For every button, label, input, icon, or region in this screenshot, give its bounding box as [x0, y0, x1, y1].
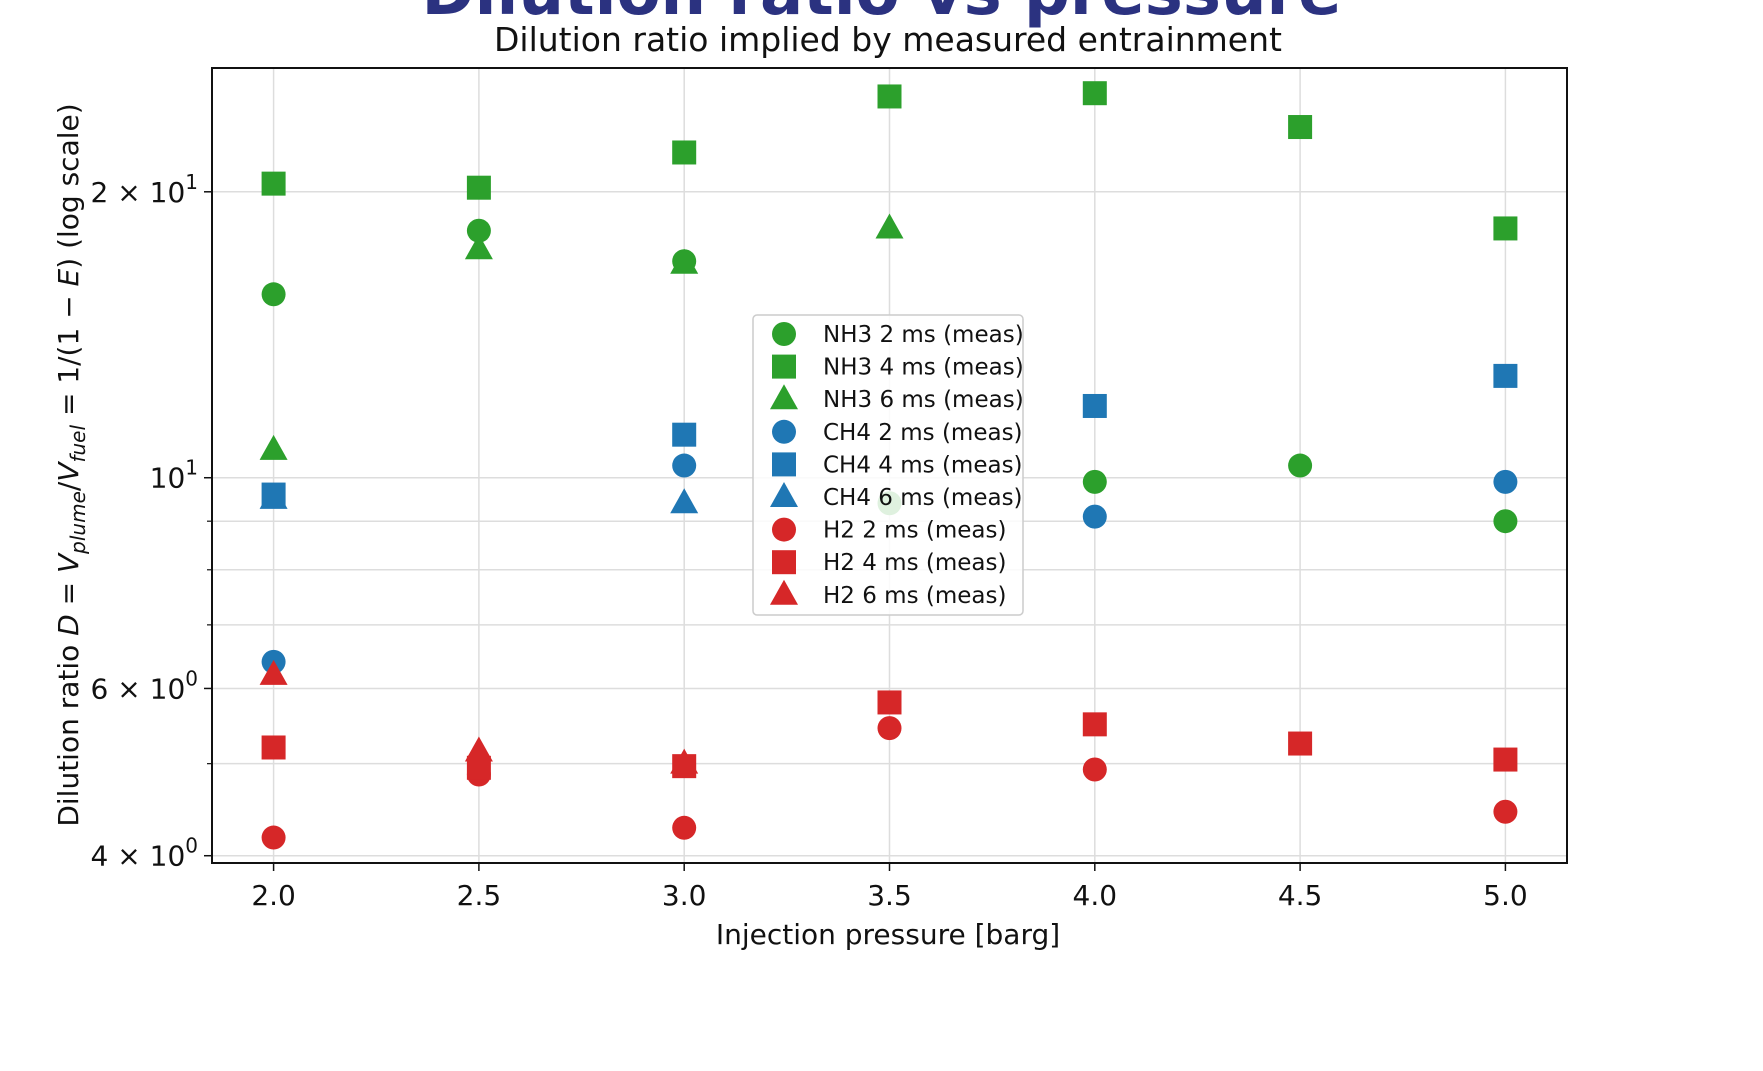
data-point-triangle	[259, 483, 288, 509]
data-point-triangle	[875, 213, 904, 239]
legend-marker	[772, 517, 796, 542]
y-label-prefix: Dilution ratio	[52, 636, 85, 827]
data-point-square	[877, 690, 902, 715]
legend-marker	[772, 419, 796, 444]
legend-label: H2 2 ms (meas)	[823, 518, 1006, 544]
legend-marker	[770, 482, 798, 507]
data-point-square	[466, 175, 491, 200]
data-point-square	[877, 84, 902, 109]
series-nh3-square	[261, 81, 1518, 241]
y-tick-exponent: 0	[185, 666, 198, 690]
data-point-square	[1493, 216, 1518, 241]
legend-label: CH4 6 ms (meas)	[823, 485, 1023, 511]
data-point-square	[261, 171, 286, 196]
y-axis-label: Dilution ratio D = Vplume/Vfuel = 1/(1 −…	[52, 103, 90, 826]
y-tick-exponent: 1	[185, 456, 198, 480]
banner-title: Dilution ratio vs pressure	[0, 0, 1763, 30]
data-point-triangle	[670, 248, 699, 274]
legend-marker	[772, 550, 796, 575]
data-point-circle	[466, 218, 491, 243]
legend-marker	[772, 452, 796, 477]
x-tick-label: 4.0	[1073, 879, 1118, 912]
data-point-circle	[1493, 469, 1518, 494]
legend-label: CH4 4 ms (meas)	[823, 452, 1023, 478]
y-label-v1: V	[52, 552, 85, 573]
data-point-square	[1082, 712, 1107, 737]
legend-label: CH4 2 ms (meas)	[823, 420, 1023, 446]
data-point-circle	[1082, 469, 1107, 494]
legend-box	[752, 314, 1024, 616]
x-tick-label: 3.5	[867, 879, 912, 912]
legend-marker	[772, 354, 796, 379]
y-tick-exponent: 1	[185, 170, 198, 194]
data-point-square	[1082, 81, 1107, 106]
data-point-circle	[1288, 453, 1313, 478]
data-point-square	[1288, 115, 1313, 140]
data-point-triangle	[464, 234, 493, 260]
data-point-square	[672, 140, 697, 165]
data-point-triangle	[259, 659, 288, 685]
legend-label: NH3 4 ms (meas)	[823, 355, 1024, 381]
x-tick-label: 3.0	[662, 879, 707, 912]
x-axis-ticks: 2.0 2.5 3.0 3.5 4.0 4.5 5.0	[251, 863, 1528, 912]
series-ch4-triangle	[259, 483, 699, 514]
legend-label: H2 6 ms (meas)	[823, 583, 1006, 609]
legend-marker	[772, 322, 796, 346]
x-axis-label: Injection pressure [barg]	[716, 918, 1060, 951]
data-point-circle	[1082, 504, 1107, 529]
data-point-triangle	[670, 748, 699, 774]
y-label-sub-plume: plume	[66, 491, 90, 555]
data-point-circle	[1493, 509, 1518, 534]
legend-label: NH3 6 ms (meas)	[823, 387, 1024, 413]
x-tick-label: 5.0	[1483, 879, 1528, 912]
series-h2-triangle	[259, 659, 699, 774]
data-point-square	[1288, 731, 1313, 756]
legend-label: NH3 2 ms (meas)	[823, 322, 1024, 348]
legend-marker	[770, 579, 798, 605]
data-point-square	[261, 735, 286, 760]
data-point-triangle	[464, 736, 493, 762]
data-point-circle	[1082, 757, 1107, 782]
series-nh3-triangle	[259, 213, 904, 460]
chart-title: Dilution ratio implied by measured entra…	[494, 20, 1282, 59]
data-point-circle	[261, 825, 286, 850]
y-tick-exponent: 0	[185, 834, 198, 858]
y-label-sub-fuel: fuel	[66, 425, 90, 463]
data-point-square	[1082, 393, 1107, 418]
y-tick-label: 101	[150, 456, 198, 495]
legend-marker	[770, 384, 798, 410]
data-point-circle	[261, 282, 286, 307]
x-tick-label: 2.5	[457, 879, 502, 912]
data-point-circle	[877, 716, 902, 741]
y-tick-mantissa: 10	[150, 462, 186, 495]
x-tick-label: 2.0	[251, 879, 296, 912]
y-label-suffix: ) (log scale)	[52, 103, 85, 268]
y-tick-label: 4 × 100	[91, 834, 198, 873]
data-point-circle	[672, 815, 697, 840]
y-label-eq1: =	[52, 573, 85, 614]
y-tick-mantissa: 6 × 10	[91, 672, 186, 705]
y-label-eq2: = 1/(1 −	[52, 286, 85, 425]
data-point-square	[672, 422, 697, 447]
x-tick-label: 4.5	[1278, 879, 1323, 912]
data-point-circle	[672, 453, 697, 478]
y-label-var: D	[52, 614, 85, 636]
data-point-triangle	[259, 434, 288, 460]
data-point-square	[1493, 363, 1518, 388]
legend-label: H2 4 ms (meas)	[823, 550, 1006, 576]
series-ch4-circle	[261, 453, 1518, 674]
y-tick-label: 6 × 100	[91, 666, 198, 705]
y-tick-label: 2 × 101	[91, 170, 198, 209]
y-label-v2: V	[52, 461, 85, 482]
data-point-triangle	[670, 488, 699, 514]
data-point-square	[1493, 747, 1518, 772]
y-tick-mantissa: 2 × 10	[91, 176, 186, 209]
y-label-slash: /	[52, 481, 85, 491]
y-tick-mantissa: 4 × 10	[91, 840, 186, 873]
legend: NH3 2 ms (meas) NH3 4 ms (meas) NH3 6 ms (…	[752, 314, 1024, 616]
y-label-e: E	[52, 268, 85, 286]
data-point-circle	[1493, 799, 1518, 824]
